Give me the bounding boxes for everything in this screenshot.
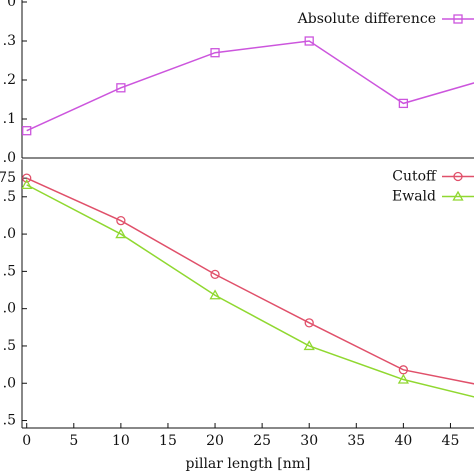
- data-point: [303, 340, 315, 351]
- data-point: [22, 126, 32, 136]
- x-tick-label: 0: [22, 433, 31, 449]
- data-point: [304, 318, 314, 328]
- legend-label: Ewald: [392, 189, 436, 205]
- x-tick-label: 10: [112, 433, 130, 449]
- plot-area: [22, 36, 474, 136]
- data-point: [116, 216, 126, 226]
- y-tick-label: .0: [3, 301, 16, 317]
- data-point: [22, 173, 32, 183]
- series-line: [26, 184, 474, 398]
- x-tick-label: 30: [300, 433, 318, 449]
- y-tick-label: .3: [3, 33, 16, 49]
- x-tick-label: 45: [442, 433, 460, 449]
- data-point: [210, 269, 220, 280]
- y-tick-label: .0: [3, 375, 16, 391]
- data-point: [115, 228, 127, 239]
- y-tick-label: .2: [3, 72, 16, 88]
- x-tick-label: 25: [253, 433, 271, 449]
- data-point: [22, 179, 33, 190]
- y-tick-label: .75: [0, 170, 16, 186]
- y-tick-label: .0: [3, 150, 16, 166]
- series-line: [26, 177, 474, 385]
- legend-marker: [453, 14, 463, 24]
- data-point: [116, 83, 126, 93]
- data-point: [398, 98, 409, 109]
- legend-label: Absolute difference: [297, 11, 436, 27]
- y-tick-label: .1: [3, 111, 16, 127]
- data-point: [210, 48, 220, 58]
- y-tick-label: .5: [3, 189, 16, 205]
- x-tick-label: 35: [347, 433, 365, 449]
- y-tick-label: .5: [3, 413, 16, 429]
- data-point: [209, 289, 221, 300]
- legend-label: Cutoff: [392, 169, 437, 185]
- y-tick-label: .5: [3, 263, 16, 279]
- legend-marker: [452, 190, 464, 201]
- y-tick-label: .0: [3, 226, 16, 242]
- y-tick-label: 0: [7, 0, 16, 10]
- data-point: [304, 36, 314, 46]
- x-tick-label: 5: [69, 433, 78, 449]
- y-tick-label: .5: [3, 338, 16, 354]
- x-tick-label: 40: [394, 433, 412, 449]
- legend-marker: [453, 171, 463, 182]
- x-axis-label: pillar length [nm]: [186, 456, 311, 472]
- x-tick-label: 20: [206, 433, 224, 449]
- plot-area: [22, 173, 474, 398]
- data-point: [397, 373, 409, 384]
- x-tick-label: 15: [159, 433, 177, 449]
- series-line: [26, 40, 474, 132]
